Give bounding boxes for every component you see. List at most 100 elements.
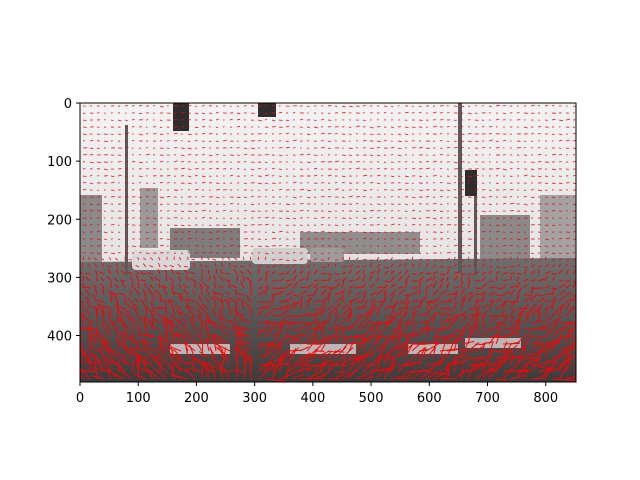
flow-arrow bbox=[215, 154, 219, 156]
flow-arrow bbox=[144, 317, 154, 324]
flow-arrow bbox=[439, 265, 444, 268]
flow-arrow bbox=[348, 147, 353, 149]
flow-arrow bbox=[292, 367, 313, 373]
flow-arrow bbox=[192, 263, 196, 268]
flow-arrow bbox=[110, 252, 115, 255]
flow-arrow bbox=[383, 161, 387, 163]
flow-arrow bbox=[432, 312, 436, 324]
flow-arrow bbox=[362, 335, 370, 345]
flow-arrow bbox=[132, 306, 140, 317]
flow-arrow bbox=[411, 305, 419, 310]
flow-arrow bbox=[208, 154, 213, 157]
flow-arrow bbox=[243, 161, 247, 163]
flow-arrow bbox=[376, 302, 385, 310]
flow-arrow bbox=[210, 296, 217, 303]
flow-arrow bbox=[110, 292, 119, 296]
flow-arrow bbox=[257, 238, 261, 240]
flow-arrow bbox=[173, 118, 177, 121]
flow-arrow bbox=[502, 342, 513, 359]
flow-arrow bbox=[502, 349, 513, 366]
flow-arrow bbox=[446, 257, 450, 261]
flow-arrow bbox=[131, 280, 134, 289]
flow-arrow bbox=[320, 119, 324, 121]
flow-arrow bbox=[530, 257, 534, 261]
flow-arrow bbox=[110, 189, 115, 191]
flow-arrow bbox=[446, 147, 450, 149]
flow-arrow bbox=[138, 196, 142, 198]
flow-arrow bbox=[369, 283, 375, 289]
flow-arrow bbox=[551, 276, 555, 282]
flow-arrow bbox=[390, 269, 395, 275]
flow-arrow bbox=[257, 305, 268, 310]
flow-arrow bbox=[439, 312, 448, 317]
flow-arrow bbox=[474, 293, 484, 296]
flow-arrow bbox=[264, 358, 272, 373]
flow-arrow bbox=[481, 313, 485, 324]
flow-arrow bbox=[341, 307, 351, 317]
flow-arrow bbox=[285, 224, 289, 227]
flow-arrow bbox=[152, 126, 157, 128]
flow-arrow bbox=[390, 311, 398, 324]
flow-arrow bbox=[481, 294, 486, 303]
flow-arrow bbox=[334, 283, 340, 289]
flow-arrow bbox=[143, 257, 147, 261]
flow-arrow bbox=[212, 320, 224, 331]
flow-arrow bbox=[80, 341, 84, 345]
flow-arrow bbox=[467, 280, 471, 289]
flow-arrow bbox=[215, 118, 219, 121]
flow-arrow bbox=[411, 290, 419, 296]
flow-arrow bbox=[243, 147, 247, 149]
flow-arrow bbox=[159, 238, 163, 240]
flow-arrow bbox=[313, 174, 317, 177]
flow-arrow bbox=[481, 310, 489, 317]
flow-arrow bbox=[95, 309, 98, 324]
flow-arrow bbox=[278, 147, 283, 149]
flow-arrow bbox=[460, 288, 466, 296]
flow-arrow bbox=[133, 348, 147, 352]
flow-arrow bbox=[558, 147, 562, 149]
flow-arrow bbox=[537, 327, 547, 331]
flow-arrow bbox=[271, 112, 276, 114]
flow-arrow bbox=[488, 356, 508, 366]
flow-arrow bbox=[222, 203, 226, 205]
flow-arrow bbox=[411, 168, 416, 170]
flow-arrow bbox=[376, 367, 385, 380]
flow-arrow bbox=[292, 181, 297, 184]
flow-arrow bbox=[271, 270, 276, 275]
flow-arrow bbox=[565, 196, 569, 198]
flow-arrow bbox=[397, 154, 402, 156]
flow-arrow bbox=[530, 161, 535, 163]
flow-arrow bbox=[509, 189, 514, 191]
flow-arrow bbox=[152, 367, 168, 380]
flow-arrow bbox=[376, 268, 381, 275]
flow-arrow bbox=[530, 364, 550, 369]
flow-arrow bbox=[460, 298, 466, 310]
flow-arrow bbox=[362, 342, 367, 352]
flow-arrow bbox=[418, 370, 433, 380]
flow-arrow bbox=[383, 259, 388, 261]
flow-arrow bbox=[537, 153, 542, 156]
flow-arrow bbox=[215, 111, 219, 114]
flow-arrow bbox=[565, 298, 574, 303]
flow-arrow bbox=[264, 112, 268, 115]
flow-arrow bbox=[369, 262, 373, 268]
flow-arrow bbox=[425, 147, 430, 149]
flow-arrow bbox=[558, 283, 567, 289]
flow-arrow bbox=[181, 318, 189, 324]
flow-arrow bbox=[196, 302, 203, 310]
flow-arrow bbox=[125, 313, 133, 324]
x-tick-label: 500 bbox=[359, 391, 384, 406]
flow-arrow bbox=[212, 258, 217, 261]
flow-arrow bbox=[299, 245, 304, 248]
flow-arrow bbox=[117, 174, 122, 177]
flow-arrow bbox=[439, 133, 443, 135]
flow-arrow bbox=[237, 326, 252, 331]
flow-arrow bbox=[523, 296, 532, 303]
flow-arrow bbox=[460, 353, 471, 366]
flow-arrow bbox=[334, 273, 340, 276]
flow-arrow bbox=[460, 203, 464, 205]
flow-arrow bbox=[103, 133, 108, 135]
flow-arrow bbox=[82, 256, 84, 261]
flow-arrow bbox=[418, 300, 423, 310]
flow-arrow bbox=[178, 296, 189, 303]
